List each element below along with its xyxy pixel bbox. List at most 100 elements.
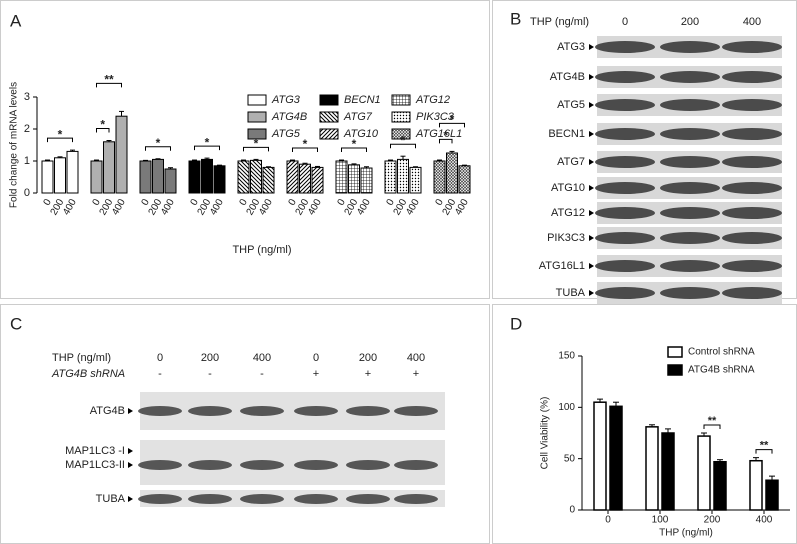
blot-band <box>346 494 390 504</box>
significance-label: * <box>205 135 210 149</box>
x-tick-label: 400 <box>756 515 773 526</box>
x-tick-label: 200 <box>704 515 721 526</box>
legend-swatch <box>319 94 339 106</box>
lane-label: + <box>413 368 419 380</box>
bar <box>765 479 779 511</box>
blot-band <box>346 406 390 416</box>
y-tick-label: 0 <box>24 187 30 199</box>
blot-band <box>595 156 655 168</box>
x-tick-label: 400 <box>208 197 226 217</box>
bar <box>384 160 397 194</box>
bar <box>188 160 201 194</box>
arrow <box>128 462 133 468</box>
legend-label: ATG5 <box>271 128 301 140</box>
blot-band <box>595 99 655 111</box>
significance-label: * <box>443 129 448 143</box>
y-tick-label: 50 <box>564 453 576 464</box>
legend-label: ATG4B shRNA <box>688 365 755 376</box>
blot-strip <box>140 440 445 485</box>
y-tick-label: 0 <box>569 505 575 516</box>
blot-band <box>722 232 782 244</box>
blot-band <box>595 71 655 83</box>
blot-band <box>595 182 655 194</box>
blot-band <box>188 494 232 504</box>
blot-band <box>240 406 284 416</box>
arrow <box>589 131 594 137</box>
x-axis-label: THP (ng/ml) <box>232 244 291 256</box>
x-tick-label: 0 <box>336 197 349 208</box>
legend-swatch <box>667 346 683 358</box>
blot-band <box>346 460 390 470</box>
blot-band <box>188 460 232 470</box>
bar <box>250 159 262 194</box>
significance-label: * <box>303 137 308 151</box>
bar <box>713 460 727 511</box>
bar <box>152 158 164 194</box>
significance-label: ** <box>708 415 717 427</box>
dose-header: THP (ng/ml) <box>530 16 589 28</box>
blot-band <box>660 182 720 194</box>
lane-label: 200 <box>201 352 219 364</box>
blot-band <box>660 99 720 111</box>
legend-label: ATG16L1 <box>415 128 462 140</box>
y-tick-label: 150 <box>558 351 575 362</box>
bar <box>311 166 324 194</box>
blot-band <box>138 460 182 470</box>
significance-label: * <box>58 127 63 141</box>
x-tick-label: 400 <box>61 197 79 217</box>
header-label: THP (ng/ml) <box>52 352 111 364</box>
legend-swatch <box>319 128 339 140</box>
x-tick-label: 0 <box>238 197 251 208</box>
significance-bracket <box>439 122 465 128</box>
bar <box>645 426 659 511</box>
legend-swatch <box>391 111 411 123</box>
blot-band <box>660 287 720 299</box>
blot-band <box>660 41 720 53</box>
y-tick-label: 3 <box>24 91 30 103</box>
bar <box>115 115 128 194</box>
x-tick-label: 400 <box>404 197 422 217</box>
blot-label: ATG3 <box>557 41 585 53</box>
arrow <box>589 159 594 165</box>
legend-swatch <box>319 111 339 123</box>
legend-label: BECN1 <box>344 94 381 106</box>
bar <box>609 405 623 511</box>
significance-bracket <box>439 138 453 144</box>
blot-band <box>595 232 655 244</box>
dose-label: 200 <box>681 16 699 28</box>
x-tick-label: 0 <box>91 197 104 208</box>
significance-bracket <box>341 147 367 153</box>
y-tick-label: 1 <box>24 155 30 167</box>
bar <box>397 158 409 194</box>
bar <box>697 435 711 511</box>
bar <box>213 165 226 194</box>
y-tick-label: 100 <box>558 402 575 413</box>
significance-label: * <box>156 136 161 150</box>
blot-label: TUBA <box>556 287 586 299</box>
legend-label: ATG12 <box>415 94 450 106</box>
dose-label: 0 <box>622 16 628 28</box>
arrow <box>128 496 133 502</box>
x-tick-label: 0 <box>434 197 447 208</box>
bar <box>54 157 66 194</box>
bar <box>593 401 607 511</box>
blot-band <box>240 494 284 504</box>
bar <box>41 160 54 194</box>
bar <box>360 167 373 194</box>
x-tick-label: 0 <box>605 515 611 526</box>
legend-label: PIK3C3 <box>416 111 455 123</box>
bar <box>749 459 763 511</box>
blot-band <box>394 406 438 416</box>
bar <box>286 160 299 194</box>
lane-label: - <box>158 368 162 380</box>
bar <box>66 150 79 194</box>
legend-label: ATG3 <box>271 94 301 106</box>
blot-band <box>722 71 782 83</box>
blot-label: ATG5 <box>557 99 585 111</box>
bar <box>458 165 471 194</box>
significance-bracket <box>243 146 269 152</box>
lane-label: 0 <box>313 352 319 364</box>
blot-label: ATG4B <box>90 405 125 417</box>
panel-label: D <box>510 314 522 333</box>
significance-label: * <box>100 118 105 132</box>
